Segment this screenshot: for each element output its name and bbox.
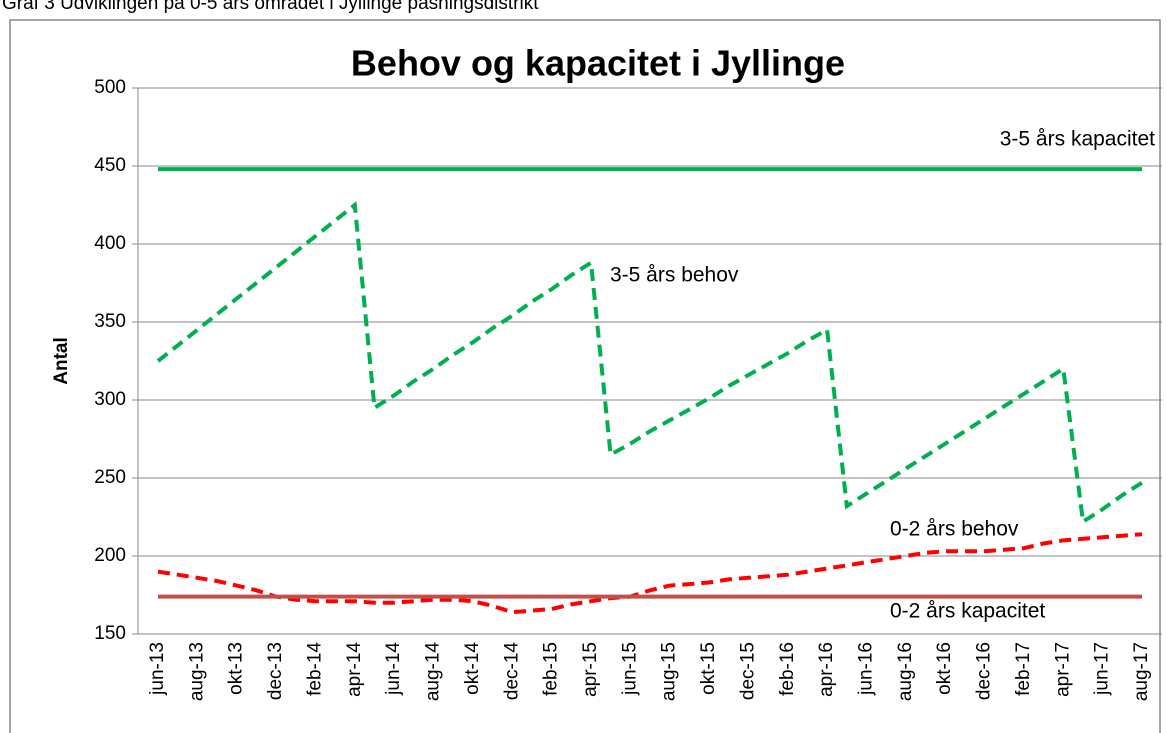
y-tick-label: 500 <box>94 77 126 98</box>
x-tick-label: okt-16 <box>934 642 955 695</box>
y-axis-label: Antal <box>51 337 72 385</box>
x-tick-label: aug-14 <box>423 642 444 702</box>
x-tick-label: jun-14 <box>383 642 404 696</box>
x-tick-label: feb-16 <box>777 642 798 696</box>
x-tick-label: okt-15 <box>698 642 719 695</box>
y-tick-label: 200 <box>94 545 126 566</box>
x-tick-label: feb-17 <box>1013 642 1034 696</box>
series-label: 0-2 års behov <box>890 518 1019 541</box>
y-tick-label: 300 <box>94 389 126 410</box>
caption: Graf 3 Udviklingen på 0-5 års området i … <box>2 0 539 14</box>
x-tick-label: okt-14 <box>462 642 483 695</box>
series-line <box>157 532 1143 615</box>
x-tick-label: feb-15 <box>541 642 562 696</box>
y-tick-label: 150 <box>94 623 126 644</box>
x-tick-label: apr-15 <box>580 642 601 697</box>
y-tick-label: 450 <box>94 155 126 176</box>
x-tick-label: aug-16 <box>895 642 916 701</box>
x-tick-label: apr-17 <box>1052 642 1073 697</box>
x-tick-label: dec-13 <box>265 642 286 700</box>
chart-frame <box>9 19 1161 733</box>
series-label: 0-2 års kapacitet <box>890 600 1045 623</box>
x-tick-label: jun-16 <box>855 642 876 696</box>
x-tick-label: jun-13 <box>147 642 168 696</box>
y-tick-label: 250 <box>94 467 126 488</box>
x-tick-label: jun-17 <box>1092 642 1113 696</box>
y-tick-label: 400 <box>94 233 126 254</box>
y-tick-label: 350 <box>94 311 126 332</box>
series-label: 3-5 års kapacitet <box>1000 128 1155 151</box>
x-tick-label: jun-15 <box>619 642 640 696</box>
x-tick-label: dec-16 <box>974 642 995 700</box>
x-tick-label: apr-16 <box>816 642 837 697</box>
x-tick-label: dec-14 <box>501 642 522 701</box>
x-tick-label: aug-15 <box>659 642 680 701</box>
x-tick-label: aug-13 <box>186 642 207 701</box>
x-tick-label: okt-13 <box>226 642 247 695</box>
chart-title: Behov og kapacitet i Jyllinge <box>351 43 845 84</box>
x-tick-label: apr-14 <box>344 642 365 697</box>
series-line <box>156 201 1144 526</box>
x-tick-label: aug-17 <box>1131 642 1152 701</box>
x-tick-label: dec-15 <box>737 642 758 700</box>
x-tick-label: feb-14 <box>304 642 325 696</box>
series-label: 3-5 års behov <box>610 264 739 287</box>
